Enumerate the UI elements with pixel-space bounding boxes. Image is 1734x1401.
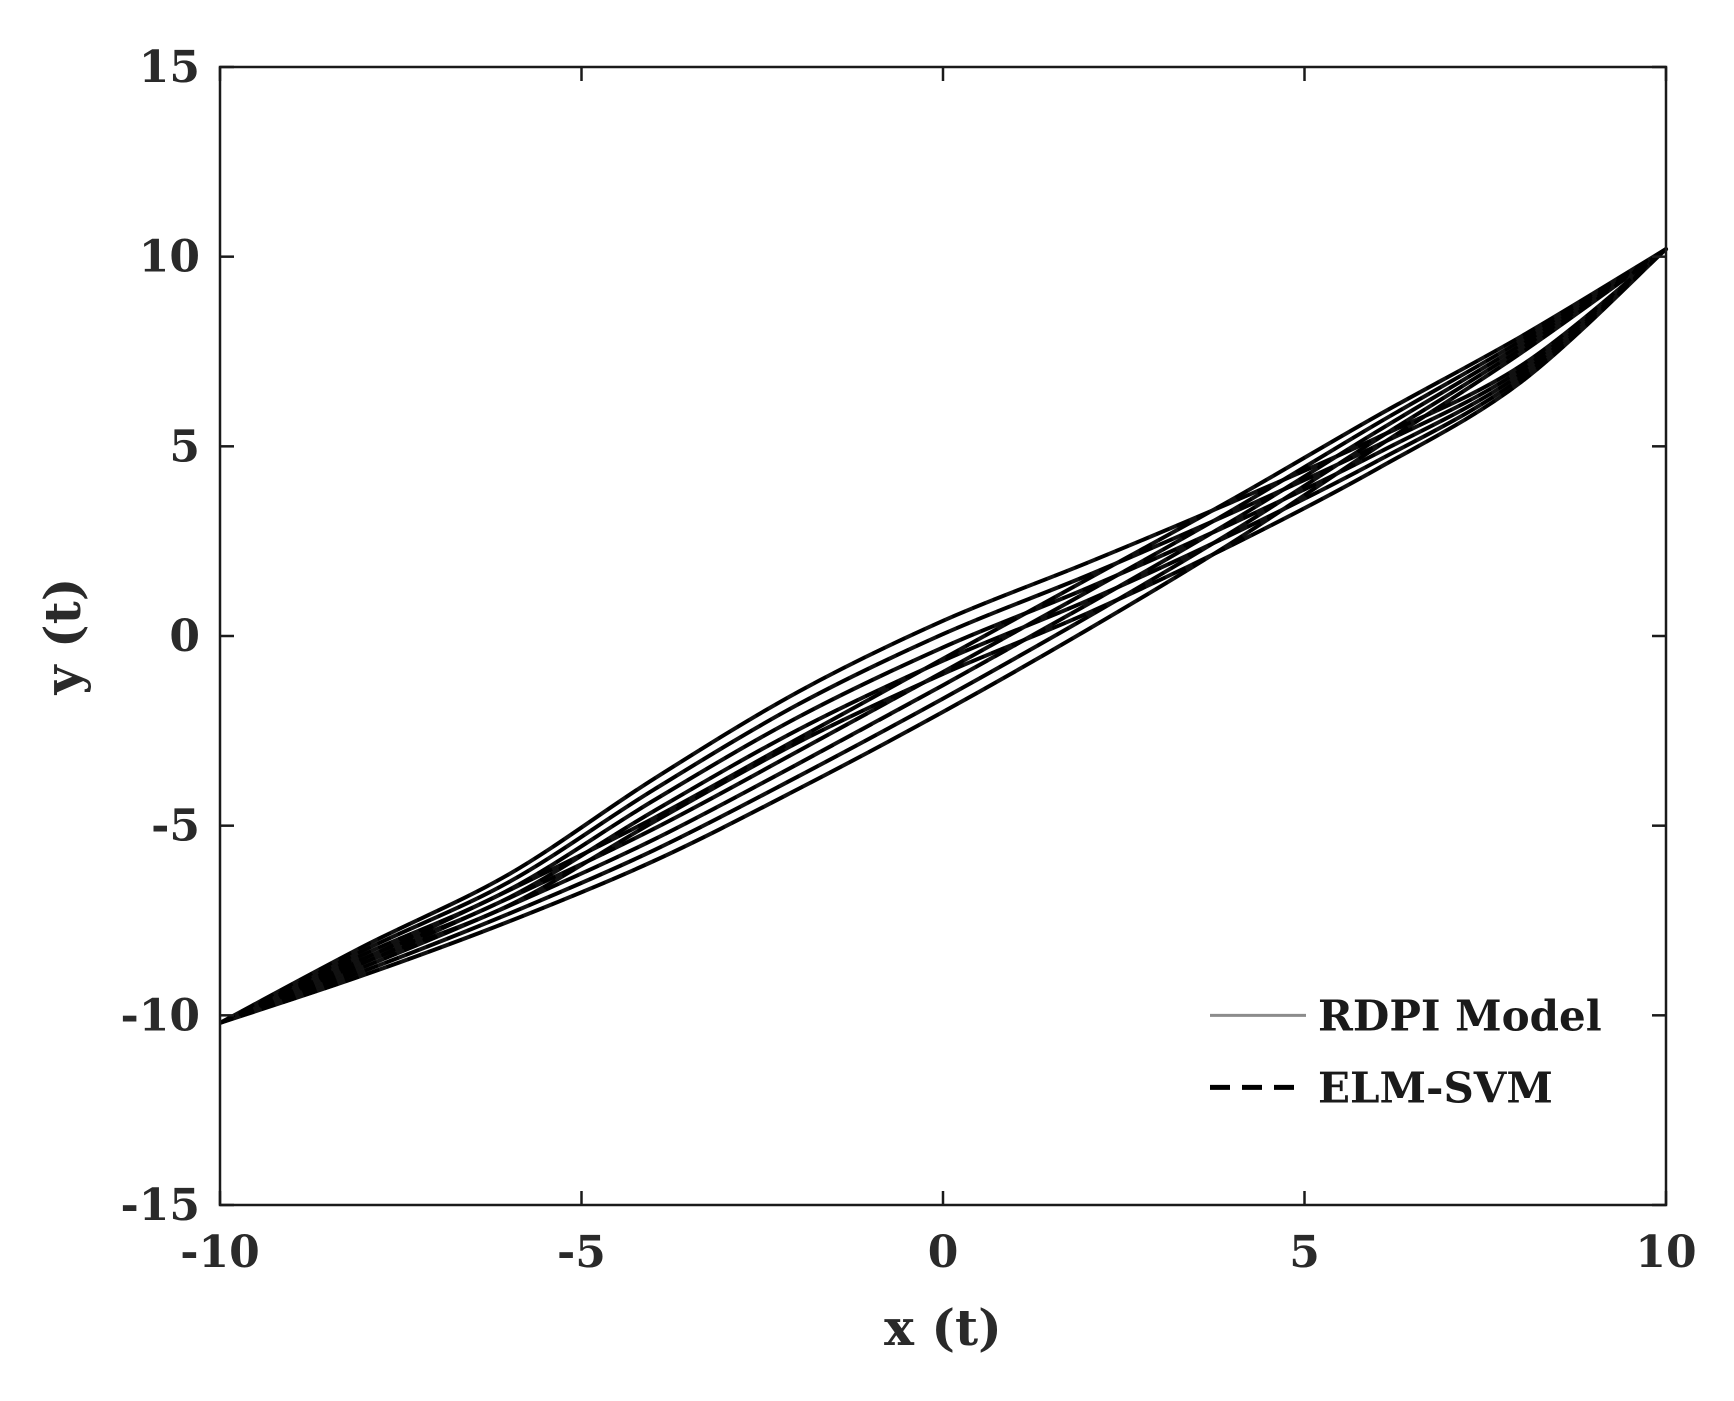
x-tick-label: 5 — [1289, 1227, 1320, 1278]
y-tick-label: 5 — [169, 421, 200, 472]
y-tick-label: 15 — [139, 42, 200, 93]
elm-svm-line — [219, 247, 1668, 1025]
legend: RDPI Model ELM-SVM — [1210, 991, 1602, 1112]
legend-label-rdpi: RDPI Model — [1318, 991, 1602, 1040]
x-tick-label: -10 — [180, 1227, 260, 1278]
x-tick-label: 10 — [1635, 1227, 1696, 1278]
elm-svm-line — [219, 247, 1668, 1025]
y-tick-labels: -15 -10 -5 0 5 10 15 — [121, 42, 201, 1231]
x-tick-labels: -10 -5 0 5 10 — [180, 1227, 1696, 1278]
plot-curves — [219, 247, 1668, 1025]
axis-ticks — [218, 65, 1668, 1207]
y-tick-label: 0 — [169, 611, 200, 662]
x-tick-label: -5 — [557, 1227, 606, 1278]
y-axis-title: y (t) — [33, 578, 92, 696]
x-tick-label: 0 — [928, 1227, 959, 1278]
y-tick-label: -15 — [121, 1180, 201, 1231]
y-tick-label: 10 — [139, 232, 200, 283]
y-tick-label: -5 — [151, 801, 200, 852]
x-axis-title: x (t) — [884, 1298, 1002, 1357]
legend-label-elm-svm: ELM-SVM — [1318, 1063, 1553, 1112]
y-tick-label: -10 — [121, 990, 201, 1041]
elm-svm-line — [219, 247, 1668, 1025]
